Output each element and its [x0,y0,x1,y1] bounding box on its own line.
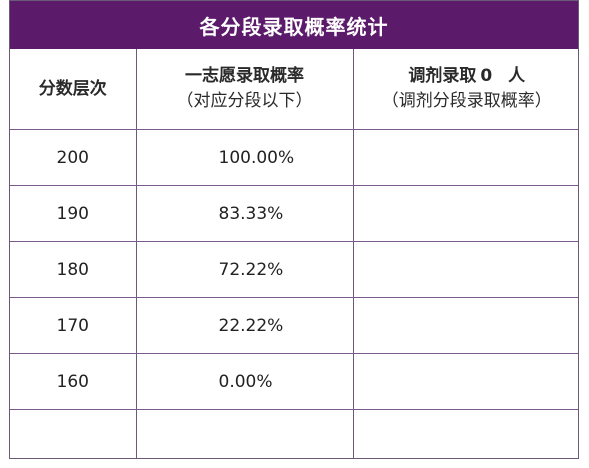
cell-rate: 83.33% [136,185,354,242]
cell-rate: 0.00% [136,353,354,410]
header-score-level: 分数层次 [10,49,137,130]
header-adjust-suffix: 人 [508,66,526,87]
table-title: 各分段录取概率统计 [10,1,578,49]
cell-score: 190 [10,185,137,242]
header-adjust-prefix: 调剂录取 [408,66,477,87]
header-first-choice-title: 一志愿录取概率 [185,66,304,87]
cell-score: 200 [10,129,137,186]
header-first-choice-note: （对应分段以下） [176,91,313,111]
header-adjust-note: （调剂分段录取概率） [381,91,552,111]
cell-adjust [353,353,578,410]
header-row: 分数层次 一志愿录取概率 （对应分段以下） 调剂录取 0 人 （调剂分段录取概率） [10,49,579,130]
cell-adjust [353,241,578,298]
cell-score: 160 [10,353,137,410]
header-first-choice: 一志愿录取概率 （对应分段以下） [136,49,354,130]
header-adjust: 调剂录取 0 人 （调剂分段录取概率） [353,49,579,130]
table-row: 190 83.33% [10,185,578,242]
cell-adjust [353,129,578,186]
cell-rate: 100.00% [136,129,354,186]
cell-adjust [353,410,578,459]
cell-score [10,409,137,458]
table-row: 200 100.00% [10,129,578,186]
cell-rate [136,409,354,458]
stats-table-container: 各分段录取概率统计 分数层次 一志愿录取概率 （对应分段以下） 调剂录取 0 人 … [9,0,579,459]
table-row [10,409,578,459]
cell-adjust [353,185,578,242]
table-row: 170 22.22% [10,297,578,354]
cell-score: 180 [10,241,137,298]
table-row: 160 0.00% [10,353,578,410]
header-adjust-title: 调剂录取 0 人 [354,64,579,89]
cell-rate: 72.22% [136,241,354,298]
cell-rate: 22.22% [136,297,354,354]
admission-probability-table: 分数层次 一志愿录取概率 （对应分段以下） 调剂录取 0 人 （调剂分段录取概率）… [10,49,579,459]
cell-score: 170 [10,297,137,354]
cell-adjust [353,297,578,354]
table-row: 180 72.22% [10,241,578,298]
header-adjust-count: 0 [480,66,493,87]
